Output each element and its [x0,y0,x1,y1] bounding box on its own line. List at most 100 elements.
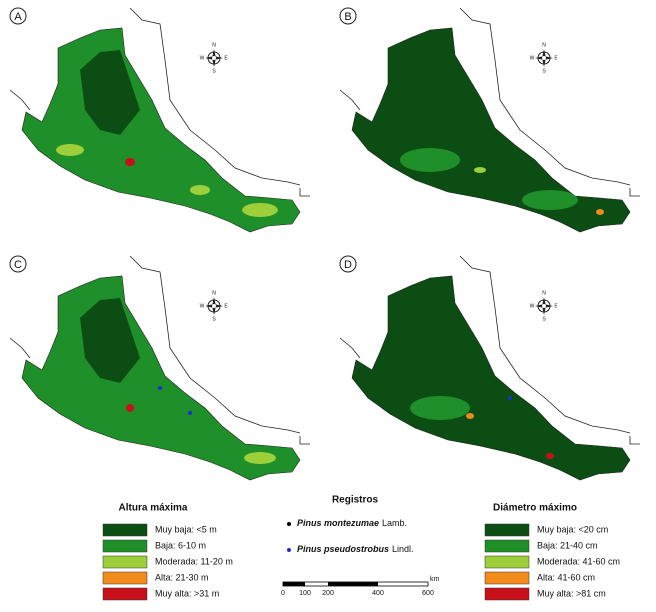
scale-seg [283,582,305,586]
scale-unit: km [430,576,440,583]
region-north [80,50,140,135]
patch [508,396,512,400]
legend-label: Moderada: 11-20 m [155,556,233,566]
scale-label: 0 [281,590,285,597]
compass-letter: S [542,68,546,74]
legend-label: Baja: 6-10 m [155,540,206,550]
legend-label: Baja: 21-40 cm [537,540,598,550]
record-label: Pinus montezumae Lamb. [297,518,407,528]
region [351,27,631,233]
panel-badge [339,7,357,25]
legend-swatch [102,539,148,553]
patch [410,396,470,420]
coastline [339,255,640,445]
scale-label: 600 [422,590,434,597]
compass-letter: E [224,303,228,309]
patch [466,413,474,419]
legend-swatch [484,587,530,601]
compass-letter: W [530,303,535,309]
panel-badge [339,255,357,273]
patch [56,144,84,156]
legend-title: Diámetro máximo [493,503,577,514]
region [351,275,631,481]
compass-letter: W [200,55,205,61]
legend-label: Muy alta: >31 m [155,588,219,598]
region-north [410,298,470,383]
compass-letter: W [200,303,205,309]
compass-rose [535,49,553,67]
legend-label: Muy alta: >81 cm [537,588,606,598]
region-north [410,50,470,135]
scale-label: 200 [322,590,334,597]
panel-label: D [344,259,352,271]
compass-letter: N [542,290,546,296]
record-species: Pinus pseudostrobus [297,544,389,554]
panel-label: C [14,259,22,271]
panel-badge [9,255,27,273]
patch [158,386,162,390]
legend-swatch [484,523,530,537]
legend-swatch [102,571,148,585]
panel-label: A [14,11,22,23]
compass: N S E W [200,290,229,322]
record-label: Pinus pseudostrobus Lindl. [297,544,414,554]
patch [400,148,460,172]
region [21,275,301,481]
patch [522,190,578,210]
records-title: Registros [332,495,379,506]
legend-swatch [102,587,148,601]
compass: N S E W [530,290,559,322]
patch [126,404,134,412]
patch [474,167,486,173]
compass-letter: N [212,42,216,48]
compass-letter: S [542,316,546,322]
patch [546,453,554,459]
coastline [9,7,310,197]
map-panel: B N S E W [339,7,640,233]
compass-letter: E [554,303,558,309]
legend-swatch [102,523,148,537]
patch [190,185,210,195]
legend-label: Muy baja: <20 cm [537,524,608,534]
record-author: Lamb. [382,518,407,528]
legend-swatch [102,555,148,569]
region [21,27,301,233]
compass-rose [205,297,223,315]
panel-badge [9,7,27,25]
legend-swatch [484,555,530,569]
compass-rose [535,297,553,315]
scale-label: 100 [299,590,311,597]
patch [244,452,276,464]
region-north [80,298,140,383]
coastline [9,255,310,445]
compass-letter: N [542,42,546,48]
record-dot [287,548,291,552]
patch [188,411,192,415]
compass-letter: N [212,290,216,296]
record-species: Pinus montezumae [297,518,379,528]
compass: N S E W [200,42,229,74]
map-panel: C N S E W [9,255,310,481]
panel-label: B [344,11,351,23]
patch [125,158,135,166]
scale-label: 400 [372,590,384,597]
coastline [339,7,640,197]
compass-letter: S [212,68,216,74]
legends: Altura máxima Muy baja: <5 m Baja: 6-10 m M… [102,495,620,601]
compass-letter: E [224,55,228,61]
map-panel: D N S E W [339,255,640,481]
legend-label: Muy baja: <5 m [155,524,217,534]
compass-letter: S [212,316,216,322]
record-author: Lindl. [392,544,414,554]
legend-label: Alta: 21-30 m [155,572,209,582]
legend-title: Altura máxima [119,503,188,514]
legend-label: Alta: 41-60 cm [537,572,595,582]
maps: A N S E W B N S E W C N S E W D N S E W [9,7,640,481]
legend-swatch [484,539,530,553]
compass: N S E W [530,42,559,74]
patch [242,203,278,217]
compass-letter: W [530,55,535,61]
scale-seg [328,582,378,586]
patch [596,209,604,215]
